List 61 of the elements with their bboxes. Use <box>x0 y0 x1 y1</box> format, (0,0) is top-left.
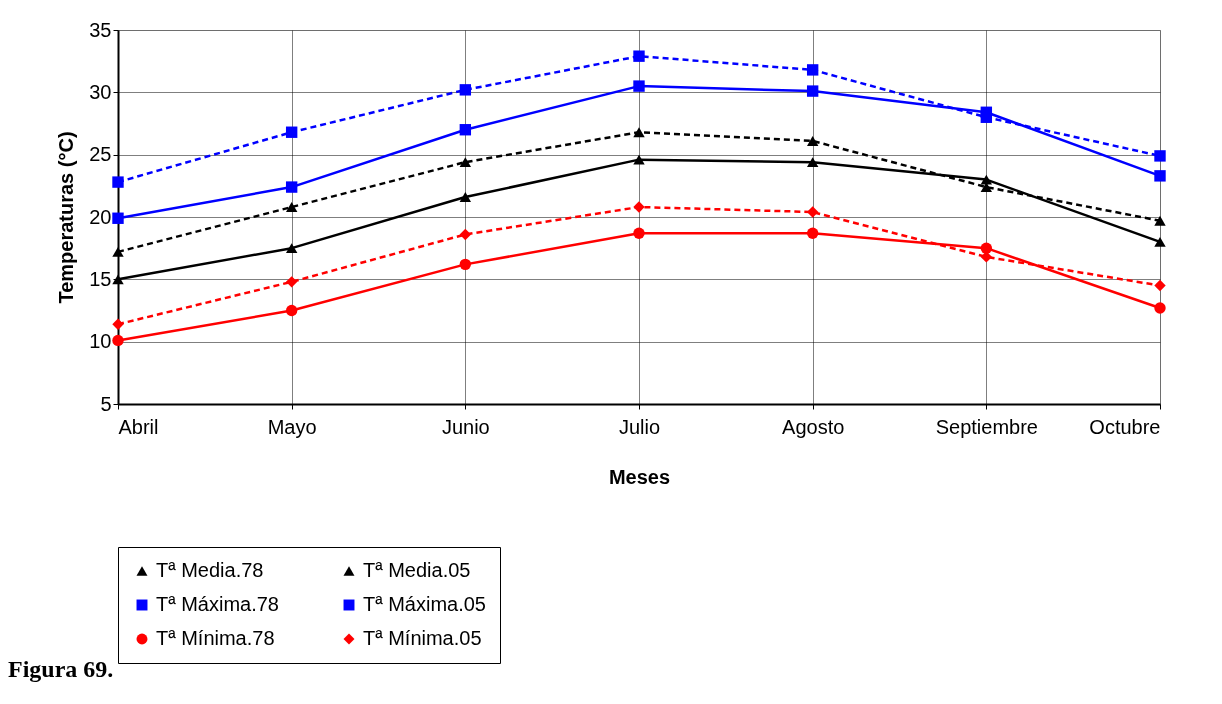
point <box>1154 237 1166 247</box>
point <box>285 304 298 317</box>
point <box>633 50 645 62</box>
legend-label: Tª Mínima.05 <box>363 627 482 649</box>
point <box>1154 150 1166 162</box>
point <box>459 84 472 96</box>
point <box>806 64 819 76</box>
point <box>285 243 298 254</box>
x-tick-label: Septiembre <box>935 415 1038 438</box>
point <box>980 242 993 254</box>
point <box>459 258 472 271</box>
x-tick-label: Junio <box>441 415 490 438</box>
point <box>1154 302 1166 314</box>
y-tick-label: 35 <box>89 18 112 41</box>
legend-label: Tª Máxima.05 <box>363 593 486 615</box>
x-tick-label: Mayo <box>267 415 317 438</box>
y-tick-label: 15 <box>89 267 112 290</box>
point <box>633 154 645 165</box>
point <box>633 80 645 92</box>
point <box>285 126 298 138</box>
legend-label: Tª Mínima.78 <box>156 627 275 649</box>
y-tick-label: 25 <box>89 143 112 166</box>
point <box>806 227 819 239</box>
point <box>1154 170 1166 182</box>
y-tick-label: 10 <box>89 330 112 353</box>
point <box>459 157 472 168</box>
y-tick-label: 30 <box>89 80 112 103</box>
point <box>112 274 124 285</box>
point <box>980 174 993 185</box>
x-tick-label: Octubre <box>1089 415 1161 438</box>
point <box>980 111 993 123</box>
point <box>806 136 819 146</box>
point <box>1154 215 1166 226</box>
point <box>285 181 298 193</box>
point <box>112 246 124 257</box>
y-axis-title: Temperaturas (°C) <box>55 131 78 304</box>
point <box>633 127 645 138</box>
point <box>285 202 298 212</box>
point <box>806 85 819 97</box>
point <box>633 201 645 213</box>
point <box>285 276 298 288</box>
point <box>112 212 124 224</box>
y-tick-label: 20 <box>89 205 112 228</box>
x-tick-label: Julio <box>618 415 661 438</box>
x-tick-label: Agosto <box>782 415 845 438</box>
point <box>459 192 472 202</box>
point <box>112 334 124 347</box>
legend-label: Tª Máxima.78 <box>156 593 279 615</box>
y-tick-label: 5 <box>100 392 112 415</box>
point <box>806 157 819 168</box>
point <box>1154 279 1166 292</box>
legend-label: Tª Media.05 <box>363 559 471 581</box>
legend-label: Tª Media.78 <box>156 559 264 581</box>
x-tick-label: Abril <box>118 415 159 438</box>
point <box>112 176 124 188</box>
point <box>459 124 472 136</box>
text: Figura 69. <box>8 656 114 682</box>
point <box>112 318 124 330</box>
point <box>459 228 472 241</box>
x-axis-title: Meses <box>608 465 671 488</box>
point <box>633 227 645 239</box>
